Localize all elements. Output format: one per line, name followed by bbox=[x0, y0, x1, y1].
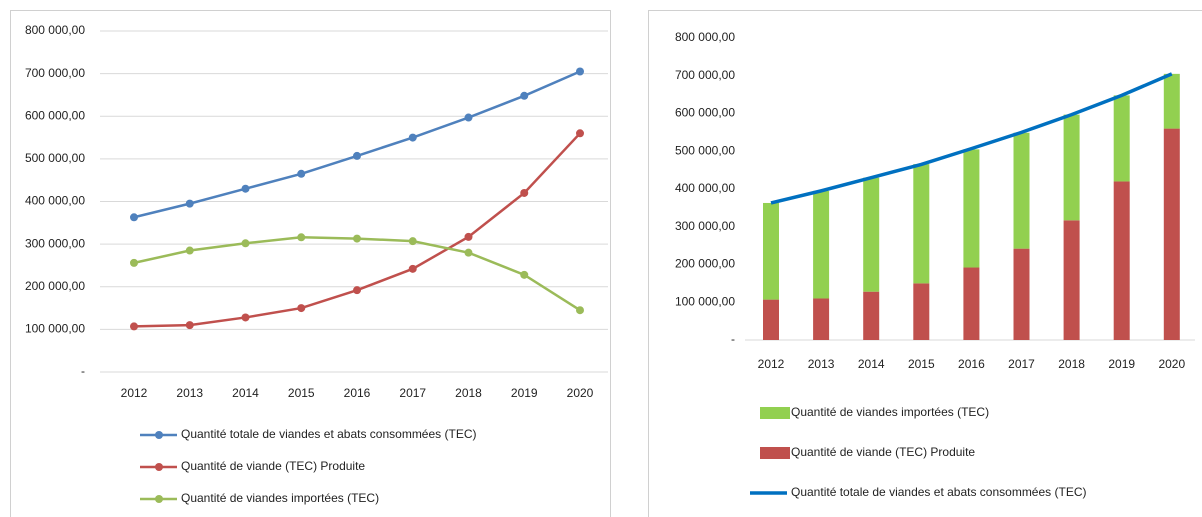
marker bbox=[576, 129, 584, 138]
x-tick-label: 2018 bbox=[455, 386, 482, 400]
x-tick-label: 2014 bbox=[858, 357, 885, 371]
y-tick-label: 300 000,00 bbox=[675, 219, 735, 233]
marker bbox=[464, 248, 473, 257]
y-tick-label: - bbox=[81, 364, 85, 378]
x-tick-label: 2013 bbox=[808, 357, 835, 371]
legend-label: Quantité de viande (TEC) Produite bbox=[791, 445, 975, 459]
x-tick-label: 2020 bbox=[1158, 357, 1185, 371]
bar bbox=[963, 267, 980, 340]
y-tick-label: 400 000,00 bbox=[675, 181, 735, 195]
x-tick-label: 2017 bbox=[399, 386, 426, 400]
marker bbox=[297, 304, 306, 313]
x-tick-label: 2014 bbox=[232, 386, 259, 400]
bar bbox=[1063, 220, 1080, 340]
y-tick-label: 400 000,00 bbox=[25, 194, 85, 208]
x-tick-label: 2017 bbox=[1008, 357, 1035, 371]
x-tick-label: 2015 bbox=[288, 386, 315, 400]
y-tick-label: 200 000,00 bbox=[675, 257, 735, 271]
y-tick-label: 100 000,00 bbox=[25, 322, 85, 336]
y-tick-label: 200 000,00 bbox=[25, 279, 85, 293]
x-tick-label: 2016 bbox=[958, 357, 985, 371]
marker bbox=[408, 264, 417, 273]
legend-label: Quantité de viandes importées (TEC) bbox=[181, 491, 379, 505]
y-tick-label: 500 000,00 bbox=[25, 151, 85, 165]
x-tick-label: 2020 bbox=[567, 386, 594, 400]
marker bbox=[353, 151, 361, 160]
bar bbox=[963, 149, 980, 268]
y-tick-label: 100 000,00 bbox=[675, 294, 735, 308]
bar bbox=[863, 177, 880, 292]
bar bbox=[1163, 128, 1180, 340]
marker bbox=[130, 213, 138, 222]
bar bbox=[813, 298, 830, 340]
y-tick-label: 300 000,00 bbox=[25, 236, 85, 250]
marker bbox=[353, 286, 361, 295]
legend-marker bbox=[155, 495, 163, 503]
marker bbox=[185, 199, 194, 208]
legend-label: Quantité totale de viandes et abats cons… bbox=[181, 427, 476, 441]
bar bbox=[1163, 73, 1180, 129]
line bbox=[770, 72, 1173, 205]
marker bbox=[185, 321, 194, 330]
bar bbox=[813, 190, 830, 299]
legend-label: Quantité totale de viandes et abats cons… bbox=[791, 485, 1086, 499]
bar bbox=[763, 202, 779, 300]
marker bbox=[130, 258, 138, 267]
x-tick-label: 2012 bbox=[758, 357, 785, 371]
marker bbox=[130, 322, 138, 331]
marker bbox=[297, 233, 306, 242]
marker bbox=[408, 133, 417, 142]
y-tick-label: - bbox=[731, 332, 735, 346]
marker bbox=[464, 232, 473, 241]
marker bbox=[520, 270, 529, 279]
marker bbox=[576, 67, 584, 76]
marker bbox=[408, 237, 417, 246]
y-tick-label: 700 000,00 bbox=[25, 66, 85, 80]
marker bbox=[241, 184, 250, 193]
marker bbox=[520, 188, 529, 197]
legend-marker bbox=[155, 463, 163, 471]
bar bbox=[1013, 248, 1030, 340]
x-tick-label: 2012 bbox=[121, 386, 148, 400]
marker bbox=[353, 234, 361, 243]
bar bbox=[863, 291, 880, 340]
bar bbox=[1063, 114, 1080, 221]
y-tick-label: 500 000,00 bbox=[675, 143, 735, 157]
y-tick-label: 600 000,00 bbox=[25, 108, 85, 122]
legend-label: Quantité de viande (TEC) Produite bbox=[181, 459, 365, 473]
bar bbox=[1113, 181, 1130, 340]
marker bbox=[241, 239, 250, 248]
left-panel bbox=[10, 10, 611, 517]
legend-swatch bbox=[760, 447, 790, 459]
y-tick-label: 700 000,00 bbox=[675, 68, 735, 82]
y-tick-label: 800 000,00 bbox=[675, 30, 735, 44]
marker bbox=[241, 313, 250, 322]
x-tick-label: 2019 bbox=[1108, 357, 1135, 371]
y-tick-label: 800 000,00 bbox=[25, 23, 85, 37]
marker bbox=[520, 91, 529, 100]
bar bbox=[763, 299, 779, 340]
legend-marker bbox=[155, 431, 163, 439]
bar bbox=[913, 283, 930, 340]
marker bbox=[297, 169, 306, 178]
x-tick-label: 2019 bbox=[511, 386, 538, 400]
x-tick-label: 2015 bbox=[908, 357, 935, 371]
y-tick-label: 600 000,00 bbox=[675, 106, 735, 120]
bar bbox=[913, 164, 930, 284]
legend-label: Quantité de viandes importées (TEC) bbox=[791, 405, 989, 419]
marker bbox=[464, 113, 473, 122]
bar bbox=[1113, 95, 1130, 182]
x-tick-label: 2016 bbox=[344, 386, 371, 400]
legend-swatch bbox=[760, 407, 790, 419]
bar bbox=[1013, 132, 1030, 249]
marker bbox=[576, 306, 584, 315]
x-tick-label: 2013 bbox=[176, 386, 203, 400]
marker bbox=[185, 246, 194, 255]
x-tick-label: 2018 bbox=[1058, 357, 1085, 371]
